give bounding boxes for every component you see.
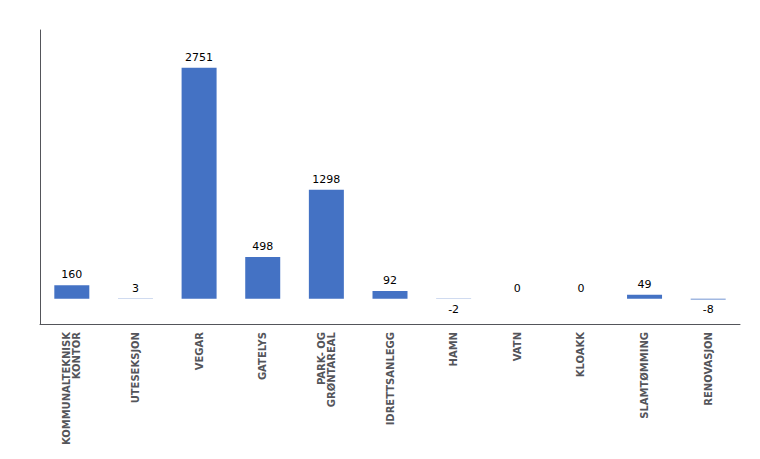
svg-text:GATELYS: GATELYS	[257, 332, 268, 380]
svg-text:SLAMTØMMING: SLAMTØMMING	[639, 332, 650, 419]
svg-text:RENOVASJON: RENOVASJON	[703, 332, 714, 406]
svg-text:UTESEKSJON: UTESEKSJON	[130, 332, 141, 403]
svg-text:PARK- OG: PARK- OG	[315, 332, 327, 386]
svg-text:IDRETTSANLEGG: IDRETTSANLEGG	[385, 332, 396, 425]
svg-text:KOMMUNALTEKNISK: KOMMUNALTEKNISK	[61, 332, 73, 446]
svg-text:2751: 2751	[185, 51, 213, 64]
svg-text:VATN: VATN	[512, 332, 523, 361]
svg-text:160: 160	[61, 268, 82, 281]
svg-text:1298: 1298	[312, 173, 340, 186]
svg-text:49: 49	[638, 278, 652, 291]
svg-text:KLOAKK: KLOAKK	[575, 331, 586, 377]
svg-text:VEGAR: VEGAR	[194, 332, 205, 371]
svg-text:92: 92	[383, 274, 397, 287]
svg-text:GRØNTAREAL: GRØNTAREAL	[326, 331, 337, 407]
svg-text:-2: -2	[448, 303, 459, 316]
svg-text:-8: -8	[703, 303, 714, 316]
svg-text:498: 498	[252, 240, 273, 253]
svg-text:3: 3	[132, 282, 139, 295]
svg-text:0: 0	[514, 282, 521, 295]
svg-text:0: 0	[577, 282, 584, 295]
svg-text:HAMN: HAMN	[448, 332, 459, 366]
svg-text:KONTOR: KONTOR	[71, 332, 82, 379]
